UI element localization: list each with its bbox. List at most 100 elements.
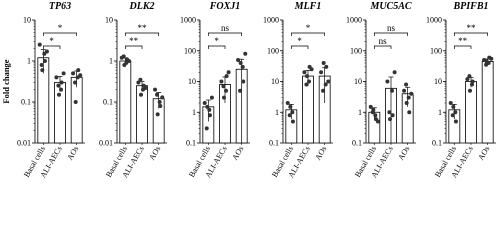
data-point <box>240 64 245 69</box>
y-tick-label: 1 <box>192 108 196 117</box>
data-point <box>155 112 160 117</box>
significance-bracket <box>453 32 489 36</box>
data-point <box>76 68 81 73</box>
panel-title: BPIFB1 <box>452 1 488 12</box>
data-point <box>78 73 83 78</box>
data-point <box>324 64 329 69</box>
data-point <box>392 70 397 75</box>
data-point <box>202 100 207 105</box>
data-point <box>302 70 307 75</box>
y-tick-label: 10 <box>271 77 279 86</box>
data-point <box>484 59 489 64</box>
significance-label: * <box>297 36 302 46</box>
data-point <box>489 56 494 61</box>
data-point <box>371 107 376 112</box>
data-point <box>451 104 456 109</box>
y-tick-label: 100 <box>184 46 196 55</box>
data-point <box>139 92 143 97</box>
data-point <box>222 95 226 100</box>
data-point <box>126 59 131 63</box>
y-axis-label: Fold change <box>1 59 11 103</box>
data-point <box>243 51 248 56</box>
data-point <box>122 62 127 67</box>
data-point <box>160 95 165 100</box>
data-point <box>224 74 229 79</box>
data-point <box>236 58 241 63</box>
significance-label: * <box>49 36 54 46</box>
data-point <box>290 119 295 124</box>
panel-title: TP63 <box>49 1 71 12</box>
data-point <box>373 113 378 118</box>
data-point <box>385 79 390 84</box>
y-tick-label: 1000 <box>346 16 362 25</box>
significance-label: ns <box>387 23 396 33</box>
significance-bracket <box>42 32 78 36</box>
data-point <box>406 95 411 100</box>
data-point <box>59 80 64 85</box>
data-point <box>56 83 61 88</box>
data-point <box>73 80 78 85</box>
y-tick-label: 0.1 <box>186 139 196 148</box>
significance-label: ** <box>458 36 468 46</box>
y-tick-label: 100 <box>430 46 442 55</box>
y-tick-label: 0.1 <box>432 139 442 148</box>
data-point <box>407 110 412 115</box>
significance-bracket <box>42 45 61 49</box>
significance-label: ** <box>467 23 477 33</box>
panel-title: DLK2 <box>129 1 155 12</box>
panel-title: FOXJ1 <box>209 1 241 12</box>
data-point <box>468 88 472 93</box>
data-point <box>121 54 126 59</box>
data-point <box>155 92 160 97</box>
data-point <box>209 95 214 100</box>
y-tick-label: 0.01 <box>99 139 113 148</box>
significance-bracket <box>373 32 409 36</box>
data-point <box>136 80 141 85</box>
data-point <box>409 91 414 96</box>
data-point <box>158 103 163 108</box>
y-tick-label: 1 <box>109 57 113 66</box>
significance-label: * <box>58 23 63 33</box>
data-point <box>453 119 458 124</box>
data-point <box>467 74 472 79</box>
y-tick-label: 0.01 <box>17 139 31 148</box>
data-point <box>238 88 243 93</box>
significance-label: ns <box>379 36 388 46</box>
y-tick-label: 10 <box>23 16 31 25</box>
data-point <box>57 92 61 97</box>
data-point <box>61 71 66 76</box>
data-point <box>40 68 45 73</box>
data-point <box>404 82 409 87</box>
y-tick-label: 10 <box>105 16 113 25</box>
data-point <box>59 87 63 92</box>
data-point <box>143 85 148 90</box>
data-point <box>470 79 475 84</box>
data-point <box>288 104 293 109</box>
data-point <box>71 71 76 76</box>
bar <box>481 61 494 144</box>
y-tick-label: 10 <box>188 77 196 86</box>
data-point <box>402 88 407 93</box>
significance-bracket <box>124 32 160 36</box>
x-tick-label: AOs <box>230 145 245 162</box>
data-point <box>319 70 324 75</box>
data-point <box>39 62 44 67</box>
data-point <box>484 62 489 67</box>
data-point <box>465 77 470 82</box>
data-point <box>285 100 290 105</box>
data-point <box>470 82 474 87</box>
data-point <box>44 49 49 54</box>
x-tick-label: AOs <box>313 145 328 162</box>
data-point <box>241 79 246 84</box>
data-point <box>453 110 458 115</box>
data-point <box>224 88 228 93</box>
data-point <box>305 74 309 79</box>
data-point <box>153 87 158 92</box>
data-point <box>238 60 243 65</box>
data-point <box>42 51 47 56</box>
data-point <box>307 79 311 84</box>
data-point <box>207 107 212 112</box>
y-tick-label: 0.1 <box>269 139 279 148</box>
data-point <box>326 79 331 84</box>
